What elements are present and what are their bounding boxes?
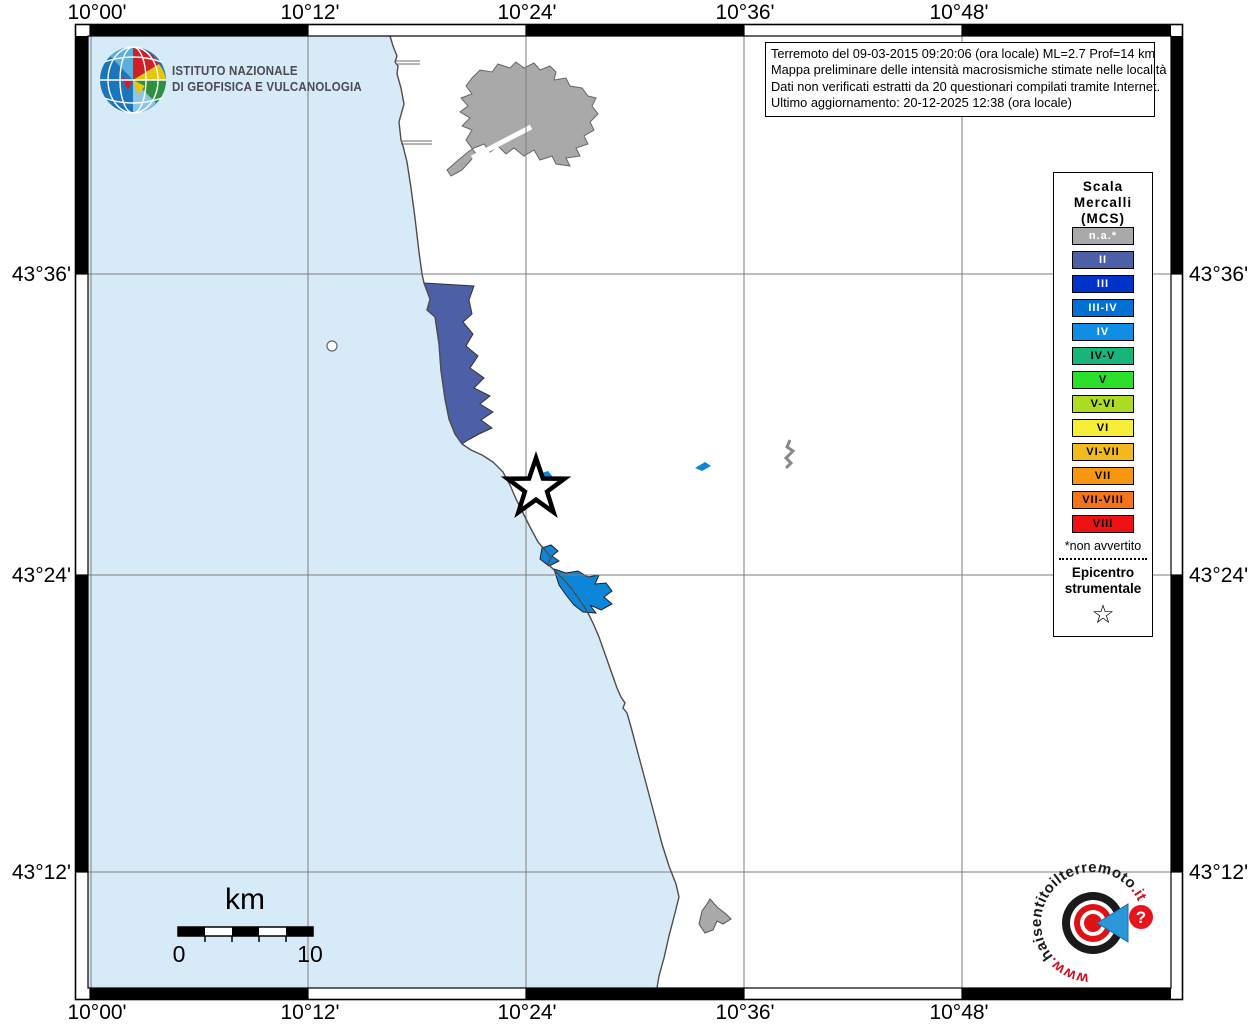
na-blob-south <box>698 898 732 934</box>
scale-bar-end: 10 <box>297 941 323 967</box>
megaphone-icon <box>1096 903 1129 943</box>
epicenter-label-line2: strumentale <box>1064 581 1142 596</box>
scale-bar-unit: km <box>225 883 265 916</box>
lat-label-right-2: 43°12' <box>1189 861 1249 884</box>
ingv-logo-globe <box>100 46 166 114</box>
graticule <box>88 36 1171 988</box>
haisentito-watermark-logo: ? www.haisentitoilterremoto.it <box>1028 859 1153 987</box>
intensity-region-na-pisa <box>446 61 599 177</box>
question-mark: ? <box>1136 908 1146 927</box>
legend-swatch-v-vi: V-VI <box>1072 395 1134 413</box>
map-frame <box>74 23 1184 1001</box>
lon-label-top-0: 10°00' <box>67 1 127 24</box>
legend-swatch-viii: VIII <box>1072 515 1134 533</box>
lat-label-right-0: 43°36' <box>1189 263 1249 286</box>
epicenter-star-icon: ☆ <box>1091 599 1115 629</box>
lon-label-top-4: 10°48' <box>929 1 989 24</box>
legend-swatch-v: V <box>1072 371 1134 389</box>
na-sliver-east <box>783 439 796 470</box>
lon-label-top-2: 10°24' <box>497 1 557 24</box>
lat-label-right-1: 43°24' <box>1189 564 1249 587</box>
lon-label-top-3: 10°36' <box>715 1 775 24</box>
ingv-wordmark: ISTITUTO NAZIONALE DI GEOFISICA E VULCAN… <box>172 63 362 95</box>
legend-swatch-iv: IV <box>1072 323 1134 341</box>
legend-swatch-ii: II <box>1072 251 1134 269</box>
meloria-islet <box>326 340 338 352</box>
lon-label-top-1: 10°12' <box>280 1 340 24</box>
ingv-wordmark-line1: ISTITUTO NAZIONALE <box>172 64 298 78</box>
lon-label-bottom-3: 10°36' <box>715 1001 775 1024</box>
scale-bar <box>177 926 314 942</box>
lat-label-left-1: 43°24' <box>11 564 71 587</box>
lon-label-bottom-0: 10°00' <box>67 1001 127 1024</box>
info-line-updated: Ultimo aggiornamento: 20-12-2025 12:38 (… <box>771 95 1072 111</box>
epicenter-star <box>500 450 572 519</box>
legend-swatch-iv-v: IV-V <box>1072 347 1134 365</box>
legend-swatch-vi: VI <box>1072 419 1134 437</box>
earthquake-info-box: Terremoto del 09-03-2015 09:20:06 (ora l… <box>765 42 1167 117</box>
ingv-wordmark-line2: DI GEOFISICA E VULCANOLOGIA <box>172 80 362 94</box>
lon-label-bottom-2: 10°24' <box>497 1001 557 1024</box>
legend-swatch-iii-iv: III-IV <box>1072 299 1134 317</box>
legend-swatch-vii: VII <box>1072 467 1134 485</box>
legend-swatch-vii-viii: VII-VIII <box>1072 491 1134 509</box>
mercalli-legend: Scala Mercalli (MCS) n.a.* II III III-IV… <box>1053 172 1153 637</box>
lon-label-bottom-4: 10°48' <box>929 1001 989 1024</box>
epicenter-label-line1: Epicentro <box>1071 565 1135 580</box>
coastline <box>389 35 680 989</box>
info-line-event: Terremoto del 09-03-2015 09:20:06 (ora l… <box>771 46 1156 61</box>
legend-swatch-iii: III <box>1072 275 1134 293</box>
legend-swatch-vi-vii: VI-VII <box>1072 443 1134 461</box>
lat-label-left-2: 43°12' <box>11 861 71 884</box>
legend-footnote: *non avvertito <box>1064 539 1142 553</box>
legend-title-line2: Mercalli <box>1073 195 1133 210</box>
coastal-canals <box>396 60 432 145</box>
info-line-map: Mappa preliminare delle intensità macros… <box>771 62 1167 78</box>
intensity-dot-east <box>695 462 711 471</box>
info-line-data: Dati non verificati estratti da 20 quest… <box>771 78 1161 94</box>
legend-title-line3: (MCS) <box>1081 211 1125 226</box>
intensity-region-iii-iv-rosignano <box>539 462 711 614</box>
legend-swatch-na: n.a.* <box>1072 227 1134 245</box>
lat-label-left-0: 43°36' <box>11 263 71 286</box>
legend-title-line1: Scala <box>1082 179 1124 194</box>
lon-label-bottom-1: 10°12' <box>280 1001 340 1024</box>
sea-polygon <box>88 36 679 988</box>
legend-divider <box>1059 558 1147 560</box>
scale-bar-start: 0 <box>172 941 186 967</box>
question-badge <box>1129 905 1153 929</box>
